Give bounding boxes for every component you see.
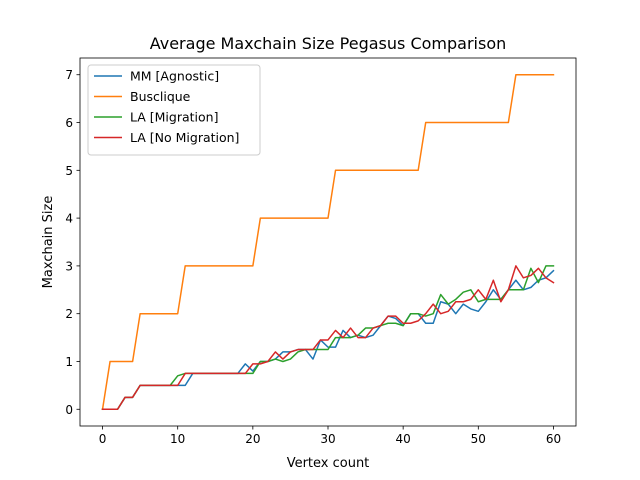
legend-label: MM [Agnostic] bbox=[130, 69, 219, 84]
x-tick-label: 10 bbox=[170, 432, 185, 446]
y-tick-label: 1 bbox=[65, 355, 73, 369]
y-tick-label: 4 bbox=[65, 212, 73, 226]
series-line-3 bbox=[101, 265, 555, 411]
legend-label: LA [Migration] bbox=[130, 110, 218, 125]
legend-box bbox=[87, 64, 261, 156]
x-tick-label: 30 bbox=[320, 432, 335, 446]
y-tick-label: 2 bbox=[65, 307, 73, 321]
plot-lines bbox=[101, 73, 555, 411]
y-tick-label: 3 bbox=[65, 259, 73, 273]
chart-title: Average Maxchain Size Pegasus Comparison bbox=[150, 34, 507, 53]
legend: MM [Agnostic] Busclique LA [Migration] LA [… bbox=[87, 64, 261, 156]
axes: 0 10 20 30 40 50 60 0 1 2 3 4 5 6 7 bbox=[65, 57, 577, 446]
x-axis-label: Vertex count bbox=[287, 456, 370, 471]
series-line-1 bbox=[101, 73, 555, 411]
y-tick-label: 0 bbox=[65, 403, 73, 417]
y-tick-label: 6 bbox=[65, 116, 73, 130]
x-tick-label: 40 bbox=[396, 432, 411, 446]
x-tick-label: 50 bbox=[471, 432, 486, 446]
legend-label: LA [No Migration] bbox=[130, 130, 239, 145]
x-tick-label: 60 bbox=[546, 432, 561, 446]
y-tick-label: 7 bbox=[65, 68, 73, 82]
series-line-2 bbox=[101, 265, 555, 411]
x-tick-label: 0 bbox=[99, 432, 107, 446]
y-tick-label: 5 bbox=[65, 164, 73, 178]
y-axis-label: Maxchain Size bbox=[41, 196, 56, 289]
legend-label: Busclique bbox=[130, 89, 191, 104]
x-tick-label: 20 bbox=[245, 432, 260, 446]
